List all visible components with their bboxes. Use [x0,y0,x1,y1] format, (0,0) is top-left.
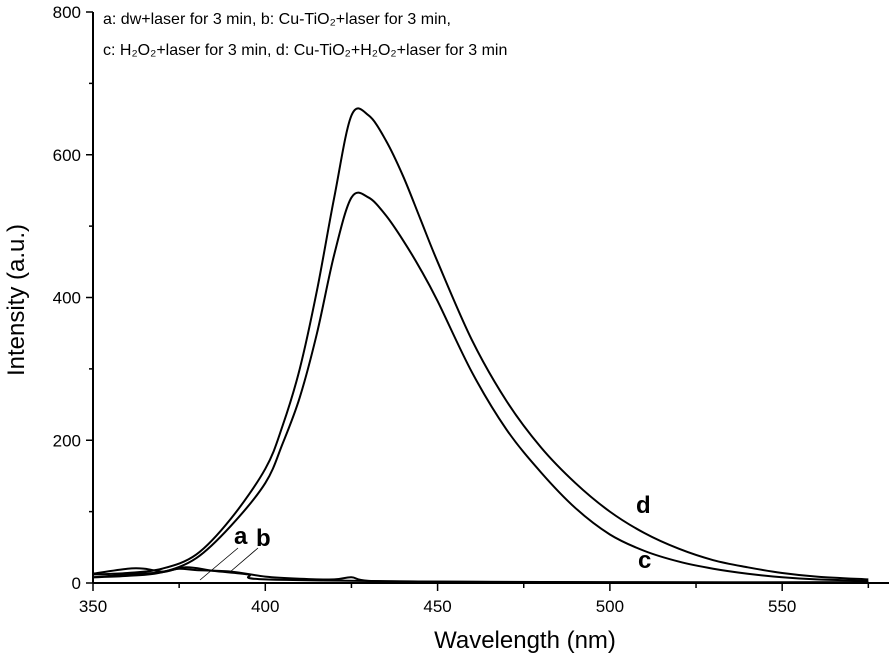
y-tick-label: 800 [53,3,81,22]
x-tick-label: 350 [79,597,107,616]
curves [92,107,869,584]
legend-line-2: c: H₂O₂+laser for 3 min, d: Cu-TiO₂+H₂O₂… [103,42,507,59]
y-tick-label: 200 [53,431,81,450]
curve-label-d: d [636,492,651,519]
y-tick-label: 400 [53,289,81,308]
leader-line-a [199,547,239,581]
x-axis-label: Wavelength (nm) [434,627,616,654]
curve-label-c: c [638,547,651,574]
axes: 0 200 400 600 800 350 400 450 500 550 [53,3,889,616]
y-tick-label: 600 [53,146,81,165]
y-tick-label: 0 [72,574,81,593]
x-tick-label: 450 [423,597,451,616]
x-tick-label: 400 [251,597,279,616]
curve-label-b: b [256,525,271,552]
curve-label-a: a [234,523,248,550]
y-axis-label: Intensity (a.u.) [3,224,30,376]
x-tick-label: 550 [768,597,796,616]
curve-c [92,191,869,582]
leader-line-b [229,547,259,573]
x-tick-label: 500 [596,597,624,616]
curve-d [92,107,869,581]
legend-line-1: a: dw+laser for 3 min, b: Cu-TiO₂+laser … [103,11,451,28]
